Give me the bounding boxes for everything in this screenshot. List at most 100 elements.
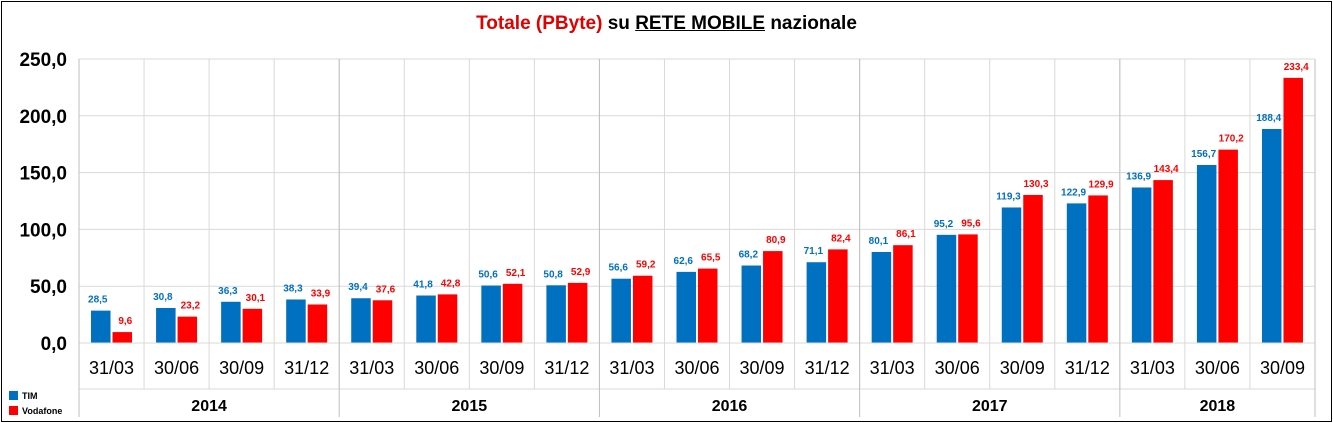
- y-tick-label: 100,0: [19, 220, 67, 241]
- data-label-tim: 50,8: [543, 269, 563, 280]
- bar-tim: [741, 265, 762, 343]
- y-tick-label: 0,0: [41, 334, 67, 355]
- x-tick-label: 30/09: [479, 358, 524, 378]
- data-label-tim: 38,3: [283, 283, 303, 294]
- y-tick-label: 150,0: [19, 164, 67, 185]
- bar-vodafone: [242, 308, 263, 343]
- bar-vodafone: [893, 245, 913, 343]
- data-label-vodafone: 82,4: [831, 233, 851, 244]
- x-tick-label: 31/12: [805, 358, 850, 378]
- bar-tim: [416, 295, 436, 343]
- data-label-tim: 39,4: [348, 282, 368, 293]
- data-label-vodafone: 170,2: [1219, 134, 1244, 145]
- bar-vodafone: [307, 304, 328, 343]
- data-label-vodafone: 37,6: [376, 284, 396, 295]
- bar-tim: [481, 285, 501, 343]
- legend-swatch: [9, 406, 18, 415]
- year-label: 2018: [1200, 398, 1236, 415]
- x-tick-label: 31/12: [544, 358, 589, 378]
- data-label-tim: 28,5: [88, 295, 108, 306]
- bar-vodafone: [1023, 194, 1043, 343]
- x-tick-label: 30/09: [1260, 358, 1305, 378]
- data-label-tim: 30,8: [153, 292, 173, 303]
- year-label: 2014: [191, 398, 227, 415]
- data-label-vodafone: 42,8: [441, 278, 461, 289]
- data-labels-layer: 28,5 30,8 36,3 38,3 39,4 41,8 50,6 50,8 56,6 62,6…: [88, 62, 1309, 327]
- bar-tim: [546, 285, 566, 343]
- data-label-vodafone: 59,2: [636, 260, 656, 271]
- year-label: 2015: [452, 398, 488, 415]
- x-tick-label: 30/06: [1195, 358, 1240, 378]
- bar-tim: [806, 262, 827, 343]
- data-label-tim: 50,6: [478, 270, 498, 281]
- data-label-vodafone: 9,6: [118, 316, 132, 327]
- data-label-vodafone: 30,1: [246, 293, 266, 304]
- data-label-tim: 56,6: [608, 263, 628, 274]
- bar-vodafone: [112, 332, 133, 343]
- data-label-tim: 188,4: [1256, 113, 1281, 124]
- year-label: 2016: [712, 398, 748, 415]
- y-tick-label: 50,0: [30, 277, 67, 298]
- bar-tim: [936, 234, 957, 343]
- bar-vodafone: [177, 316, 198, 343]
- title-part-nazionale: nazionale: [770, 13, 857, 34]
- x-tick-label: 31/03: [89, 358, 134, 378]
- data-label-vodafone: 80,9: [766, 235, 786, 246]
- grid-layer: [78, 58, 1316, 389]
- data-label-vodafone: 33,9: [311, 288, 331, 299]
- bar-vodafone: [1088, 195, 1108, 343]
- data-label-tim: 36,3: [218, 286, 238, 297]
- data-label-tim: 41,8: [413, 280, 433, 291]
- legend-label: TIM: [22, 391, 38, 401]
- bar-vodafone: [437, 294, 458, 343]
- data-label-vodafone: 23,2: [181, 301, 201, 312]
- data-label-vodafone: 129,9: [1089, 179, 1114, 190]
- data-label-tim: 71,1: [804, 246, 824, 257]
- legend-label: Vodafone: [22, 406, 62, 416]
- bar-tim: [221, 301, 241, 343]
- data-label-tim: 95,2: [934, 219, 954, 230]
- x-tick-label: 30/09: [219, 358, 264, 378]
- title-part-unit: (PByte): [535, 13, 603, 34]
- data-label-vodafone: 52,9: [571, 267, 591, 278]
- x-tick-label: 31/03: [870, 358, 915, 378]
- bar-tim: [91, 310, 111, 343]
- x-tick-label: 30/06: [414, 358, 459, 378]
- data-label-vodafone: 233,4: [1284, 62, 1309, 73]
- bar-tim: [156, 308, 176, 343]
- bar-tim: [1131, 187, 1152, 343]
- data-label-tim: 119,3: [996, 191, 1021, 202]
- x-tick-label: 31/03: [609, 358, 654, 378]
- bar-tim: [351, 298, 371, 343]
- title-part-totale: Totale: [476, 13, 531, 34]
- axis-layer: 0,0 50,0 100,0 150,0 200,0 250,0 31/03 30/06 30/…: [19, 50, 1316, 417]
- bar-tim: [1261, 128, 1282, 343]
- bar-vodafone: [763, 251, 783, 343]
- legend: TIM Vodafone: [9, 391, 62, 416]
- data-label-vodafone: 143,4: [1154, 164, 1179, 175]
- x-tick-label: 30/09: [1000, 358, 1045, 378]
- data-label-vodafone: 52,1: [506, 268, 526, 279]
- data-label-tim: 68,2: [739, 250, 759, 261]
- data-label-vodafone: 65,5: [701, 253, 721, 264]
- data-label-tim: 156,7: [1191, 149, 1216, 160]
- y-tick-label: 250,0: [19, 50, 67, 71]
- bar-tim: [871, 252, 892, 343]
- bar-vodafone: [632, 275, 653, 343]
- data-label-vodafone: 130,3: [1023, 179, 1048, 190]
- bar-vodafone: [502, 283, 523, 343]
- x-tick-label: 31/12: [284, 358, 329, 378]
- bar-tim: [676, 271, 696, 343]
- bar-tim: [1196, 164, 1217, 343]
- y-tick-label: 200,0: [19, 107, 67, 128]
- x-tick-label: 31/03: [1130, 358, 1175, 378]
- bar-tim: [1001, 207, 1022, 343]
- data-label-tim: 122,9: [1061, 187, 1086, 198]
- data-label-tim: 136,9: [1126, 171, 1151, 182]
- x-tick-label: 30/06: [154, 358, 199, 378]
- bar-vodafone: [828, 249, 848, 343]
- bar-vodafone: [567, 282, 588, 343]
- data-label-tim: 62,6: [674, 256, 694, 267]
